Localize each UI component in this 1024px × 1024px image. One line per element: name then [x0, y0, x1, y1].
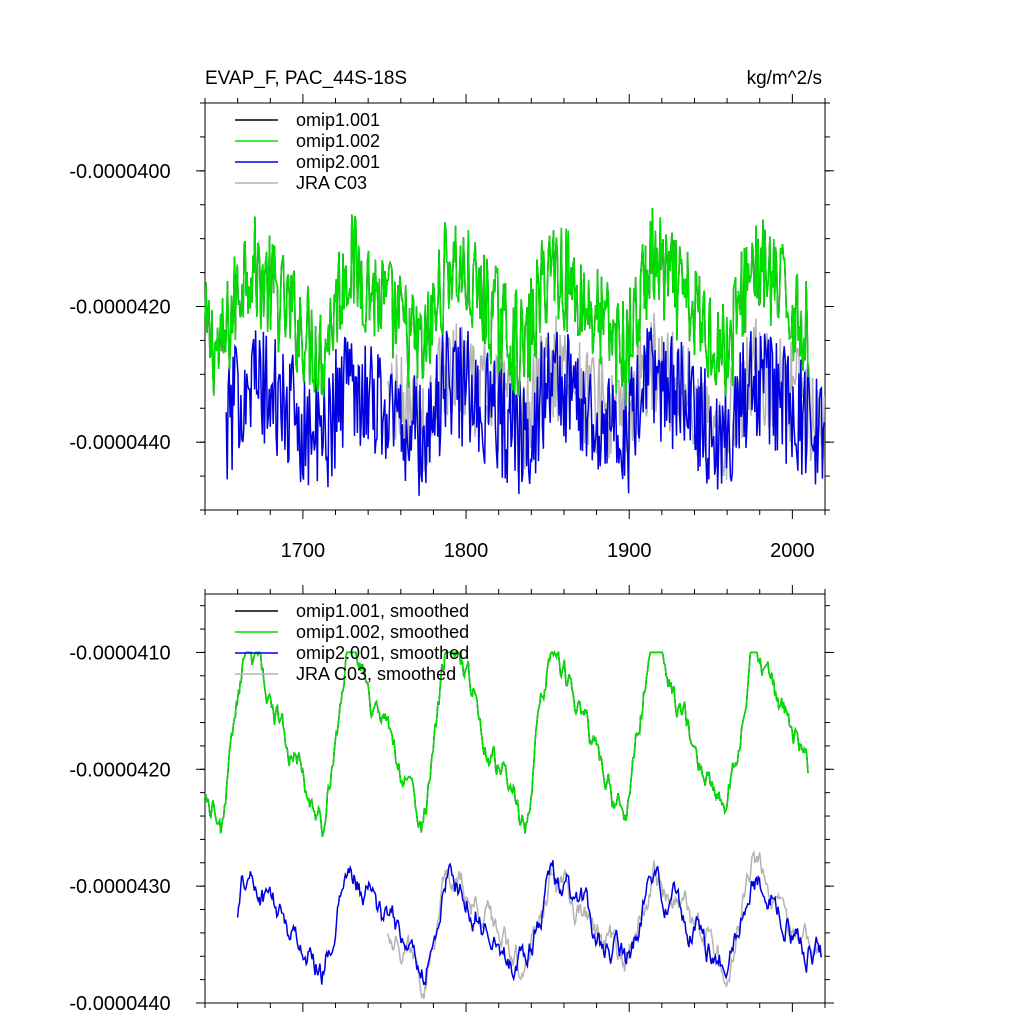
series-line-jra-c03-smoothed: [386, 849, 823, 1000]
panel-title: EVAP_F, PAC_44S-18S: [205, 68, 407, 89]
y-tick-label: -0.0000440: [69, 432, 170, 454]
axis-ticks-raw: [196, 94, 834, 519]
y-tick-label: -0.0000440: [69, 993, 170, 1015]
legend-label: omip1.002: [296, 131, 380, 151]
series-line-omip1-002-smoothed: [204, 650, 809, 837]
legend-label: omip1.002, smoothed: [296, 622, 469, 642]
y-tick-label: -0.0000430: [69, 876, 170, 898]
panel-raw: EVAP_F, PAC_44S-18S kg/m^2/s -0.0000400-…: [69, 68, 834, 562]
legend-label: omip1.001: [296, 110, 380, 130]
series-lines-smoothed: [204, 650, 823, 1000]
legend-label: omip2.001: [296, 152, 380, 172]
legend-label: omip2.001, smoothed: [296, 643, 469, 663]
axis-ticks-smoothed: [196, 585, 834, 1012]
series-line-omip1-002: [204, 207, 809, 407]
plot-frame-smoothed: [204, 593, 826, 1004]
legend-label: omip1.001, smoothed: [296, 601, 469, 621]
series-line-omip2-001: [225, 327, 826, 496]
y-tick-labels-smoothed: -0.0000410 -0.0000420 -0.0000430 -0.0000440: [69, 642, 170, 1015]
panel-units: kg/m^2/s: [747, 68, 822, 89]
x-tick-label: 1900: [607, 540, 652, 562]
y-tick-label: -0.0000410: [69, 642, 170, 664]
x-tick-label: 1800: [444, 540, 489, 562]
x-tick-label: 1700: [281, 540, 326, 562]
legend-label: JRA C03, smoothed: [296, 664, 456, 684]
x-tick-labels-raw: 1700 1800 1900 2000: [281, 540, 815, 562]
series-lines-raw: [204, 207, 826, 496]
y-tick-label: -0.0000420: [69, 759, 170, 781]
legend-label: JRA C03: [296, 173, 367, 193]
y-tick-label: -0.0000420: [69, 297, 170, 319]
series-line-omip2-001-smoothed: [236, 860, 822, 986]
y-tick-label: -0.0000400: [69, 161, 170, 183]
y-tick-labels-raw: -0.0000400 -0.0000420 -0.0000440: [69, 161, 170, 454]
x-tick-label: 2000: [770, 540, 815, 562]
panel-smoothed: -0.0000410 -0.0000420 -0.0000430 -0.0000440…: [69, 585, 834, 1015]
